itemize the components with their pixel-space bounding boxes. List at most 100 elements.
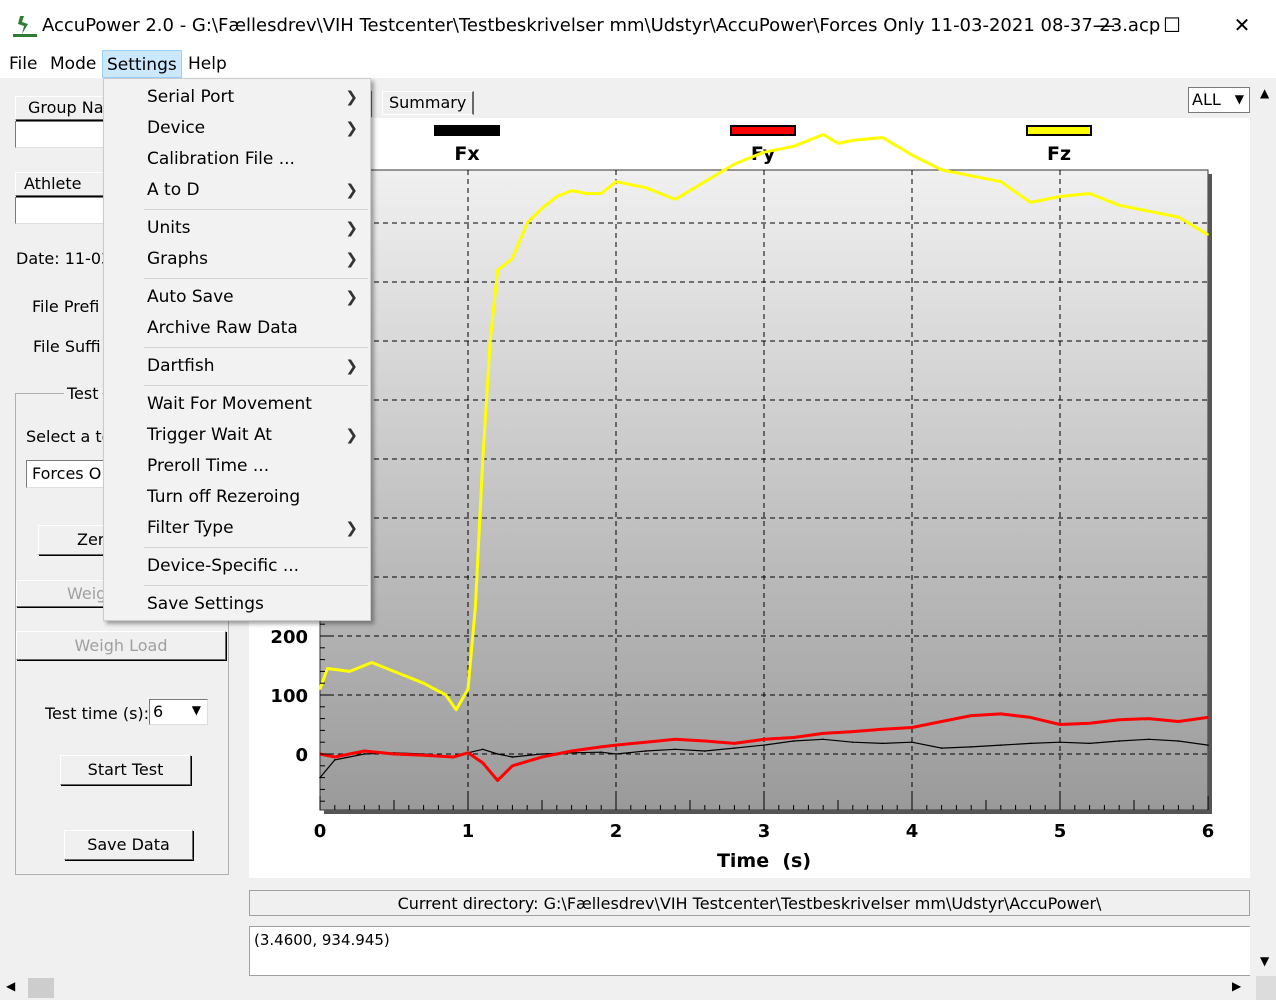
menu-file[interactable]: File bbox=[9, 54, 38, 74]
menu-item-label: Device-Specific ... bbox=[147, 556, 300, 576]
data-point-fz bbox=[474, 605, 477, 608]
settings-menu-item-auto-save[interactable]: Auto Save ❯ bbox=[104, 282, 370, 313]
date-label: Date: 11-03 bbox=[16, 249, 112, 268]
maximize-button[interactable]: ☐ bbox=[1163, 13, 1181, 37]
group-name-input[interactable] bbox=[15, 121, 107, 148]
settings-menu-item-save-settings[interactable]: Save Settings bbox=[104, 589, 370, 620]
chevron-right-icon[interactable]: ▶ bbox=[1232, 979, 1242, 993]
settings-menu-item-device[interactable]: Device ❯ bbox=[104, 113, 370, 144]
file-suffix-label: File Suffi bbox=[33, 337, 101, 356]
data-point-fy bbox=[600, 746, 602, 748]
minimize-button[interactable]: — bbox=[1095, 13, 1115, 37]
data-point-fx bbox=[852, 741, 854, 743]
close-button[interactable]: ✕ bbox=[1233, 13, 1251, 37]
settings-menu-item-dartfish[interactable]: Dartfish ❯ bbox=[104, 351, 370, 382]
settings-menu-item-filter-type[interactable]: Filter Type ❯ bbox=[104, 513, 370, 544]
data-point-fy bbox=[763, 738, 765, 741]
horizontal-scrollbar[interactable]: ◀ ▶ bbox=[0, 976, 1256, 1000]
settings-menu-item-a-to-d[interactable]: A to D ❯ bbox=[104, 175, 370, 206]
legend-swatch-fy bbox=[730, 125, 796, 136]
menu-help[interactable]: Help bbox=[188, 54, 227, 74]
data-point-fz bbox=[1088, 192, 1091, 195]
settings-menu-item-turn-off-rezeroing[interactable]: Turn off Rezeroing bbox=[104, 482, 370, 513]
menu-item-label: Device bbox=[147, 118, 206, 138]
menu-separator bbox=[144, 385, 368, 386]
menu-separator bbox=[144, 209, 368, 210]
menu-item-label: Filter Type bbox=[147, 518, 234, 538]
data-point-fz bbox=[970, 175, 972, 177]
zero-button[interactable]: Zer bbox=[38, 525, 108, 555]
menu-item-label: Units bbox=[147, 218, 191, 238]
data-point-fy bbox=[467, 752, 469, 754]
data-point-fz bbox=[455, 708, 457, 711]
athlete-name-button[interactable]: Athlete Na bbox=[15, 172, 107, 215]
settings-menu-item-units[interactable]: Units ❯ bbox=[104, 213, 370, 244]
data-point-fz bbox=[1059, 195, 1061, 198]
weigh-load-button[interactable]: Weigh Load bbox=[16, 631, 226, 660]
select-test-label: Select a te bbox=[26, 427, 112, 446]
menu-item-label: Auto Save bbox=[147, 287, 234, 307]
x-tick-label: 6 bbox=[1202, 821, 1215, 842]
chevron-up-icon[interactable]: ▲ bbox=[1260, 86, 1270, 100]
x-tick-label: 4 bbox=[906, 821, 919, 842]
settings-menu-item-wait-for-movement[interactable]: Wait For Movement bbox=[104, 389, 370, 420]
data-point-fx bbox=[1000, 744, 1002, 746]
channel-select[interactable]: ALL ▼ bbox=[1188, 87, 1250, 113]
menu-mode[interactable]: Mode bbox=[50, 54, 97, 74]
settings-menu-item-graphs[interactable]: Graphs ❯ bbox=[104, 244, 370, 275]
data-point-fz bbox=[422, 682, 425, 684]
athlete-name-input[interactable] bbox=[15, 197, 107, 224]
data-point-fx bbox=[763, 744, 765, 746]
data-point-fx bbox=[334, 759, 336, 761]
data-point-fy bbox=[881, 728, 884, 731]
y-tick-label: 0 bbox=[295, 745, 308, 766]
scroll-thumb[interactable] bbox=[28, 978, 54, 998]
data-point-fy bbox=[1029, 716, 1032, 719]
data-point-fz bbox=[482, 458, 484, 460]
settings-menu-item-calibration-file[interactable]: Calibration File ... bbox=[104, 144, 370, 175]
scroll-corner bbox=[1256, 976, 1276, 1000]
menu-item-label: A to D bbox=[147, 180, 200, 200]
data-point-fz bbox=[319, 688, 321, 690]
test-group-label: Test bbox=[64, 384, 102, 403]
data-point-fx bbox=[1088, 742, 1091, 745]
data-point-fx bbox=[940, 747, 943, 749]
data-point-fy bbox=[1177, 720, 1180, 723]
x-tick-label: 2 bbox=[610, 821, 623, 842]
menu-item-label: Dartfish bbox=[147, 356, 215, 376]
legend-label-fz: Fz bbox=[1047, 143, 1071, 165]
chevron-right-icon: ❯ bbox=[345, 181, 358, 199]
vertical-scrollbar[interactable]: ▲ ▼ bbox=[1256, 80, 1276, 975]
settings-menu-item-preroll-time[interactable]: Preroll Time ... bbox=[104, 451, 370, 482]
test-time-select[interactable]: 6 ▼ bbox=[149, 699, 208, 725]
weigh-button[interactable]: Weig bbox=[16, 580, 108, 607]
legend-label-fx: Fx bbox=[454, 143, 479, 165]
settings-menu-item-archive-raw-data[interactable]: Archive Raw Data bbox=[104, 313, 370, 344]
data-point-fy bbox=[733, 742, 736, 745]
chevron-down-icon: ▼ bbox=[191, 703, 201, 717]
tab-summary[interactable]: Summary bbox=[382, 91, 475, 115]
series-line-fy bbox=[319, 712, 1209, 782]
settings-menu-item-serial-port[interactable]: Serial Port ❯ bbox=[104, 82, 370, 113]
start-test-button[interactable]: Start Test bbox=[60, 755, 191, 785]
chevron-right-icon: ❯ bbox=[345, 219, 358, 237]
data-point-fz bbox=[1148, 210, 1150, 212]
settings-menu-item-device-specific[interactable]: Device-Specific ... bbox=[104, 551, 370, 582]
chevron-left-icon[interactable]: ◀ bbox=[6, 979, 16, 993]
data-point-fx bbox=[1029, 742, 1032, 745]
test-select[interactable]: Forces O bbox=[26, 460, 106, 488]
test-time-label: Test time (s): bbox=[45, 704, 150, 723]
data-point-fx bbox=[615, 753, 617, 755]
chevron-down-icon[interactable]: ▼ bbox=[1260, 954, 1270, 968]
data-point-fy bbox=[1148, 717, 1150, 720]
test-time-value: 6 bbox=[153, 702, 164, 721]
data-point-fy bbox=[422, 754, 425, 756]
group-name-button[interactable]: Group Na bbox=[15, 96, 107, 120]
menu-item-label: Trigger Wait At bbox=[147, 425, 272, 445]
menu-separator bbox=[144, 585, 368, 586]
menu-settings[interactable]: Settings bbox=[102, 50, 182, 78]
force-graph-panel[interactable]: Fx Fy Fz 0 100 200 0 1 2 3 4 5 6 Time (s) bbox=[249, 118, 1250, 878]
settings-menu-item-trigger-wait-at[interactable]: Trigger Wait At ❯ bbox=[104, 420, 370, 451]
save-data-button[interactable]: Save Data bbox=[64, 830, 193, 860]
